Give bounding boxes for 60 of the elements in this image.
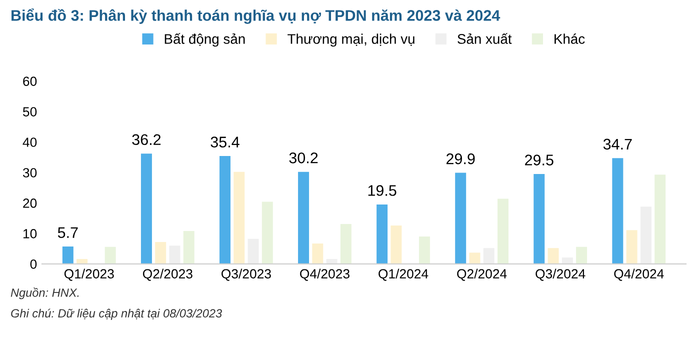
- chart-title: Biểu đồ 3: Phân kỳ thanh toán nghĩa vụ nợ TPDN năm 2023 và 2024: [12, 8, 500, 24]
- x-tick-label: Q4/2023: [300, 268, 350, 281]
- bar: [326, 259, 338, 264]
- y-tick-label: 50: [22, 107, 37, 116]
- y-tick-label: 40: [22, 138, 37, 147]
- x-tick-label: Q3/2023: [222, 268, 271, 281]
- bar: [562, 258, 573, 264]
- data-label: 29.9: [446, 153, 475, 164]
- data-label: 36.2: [132, 134, 161, 146]
- bar: [654, 174, 666, 264]
- data-label: 35.4: [210, 136, 240, 148]
- data-label: 30.2: [289, 152, 318, 164]
- bar: [262, 202, 273, 264]
- bar: [140, 154, 152, 264]
- bar: [219, 156, 230, 264]
- y-tick-label: 20: [23, 198, 37, 208]
- bar: [104, 246, 116, 264]
- bar: [248, 238, 259, 264]
- y-tick-label: 60: [23, 76, 37, 86]
- data-label: 5.7: [58, 227, 78, 238]
- y-tick-label: 10: [23, 229, 37, 238]
- x-tick-label: Q4/2024: [614, 268, 664, 281]
- bar: [340, 224, 352, 264]
- bar: [469, 252, 480, 264]
- data-label: 29.5: [525, 154, 554, 166]
- x-tick-label: Q3/2024: [536, 268, 586, 281]
- bar: [548, 248, 559, 264]
- bar: [612, 158, 624, 264]
- text: Ghi chú: Dữ liệu cập nhật tại 08/03/2023: [11, 308, 222, 320]
- bar: [155, 242, 166, 264]
- bar: [298, 172, 310, 264]
- bar: [312, 244, 324, 264]
- bar: [576, 246, 588, 264]
- bar: [76, 259, 88, 264]
- bar: [62, 246, 74, 264]
- bar: [234, 172, 245, 264]
- legend-label: Bất động sản: [164, 33, 245, 47]
- x-tick-label: Q1/2024: [378, 268, 428, 281]
- bar: [640, 206, 652, 264]
- x-tick-label: Q1/2023: [64, 268, 114, 281]
- bar: [376, 204, 388, 264]
- legend-label: Sản xuất: [458, 33, 512, 44]
- bar: [418, 236, 430, 264]
- bar: [455, 172, 466, 264]
- data-label: 19.5: [368, 185, 396, 196]
- legend-label: Khác: [554, 34, 585, 44]
- bar: [169, 246, 180, 264]
- data-label: 34.7: [603, 138, 632, 150]
- bar: [534, 174, 545, 264]
- x-tick-label: Q2/2023: [142, 268, 192, 281]
- x-tick-label: Q2/2024: [457, 268, 507, 281]
- legend-label: Thương mại, dịch vụ: [288, 34, 414, 47]
- bar: [183, 231, 194, 264]
- bar: [498, 198, 509, 264]
- y-tick-label: 0: [30, 259, 37, 269]
- bar: [390, 226, 402, 264]
- bar: [483, 248, 494, 264]
- text: Nguồn: HNX.: [10, 288, 79, 300]
- y-tick-label: 30: [22, 168, 37, 178]
- bar: [626, 230, 638, 264]
